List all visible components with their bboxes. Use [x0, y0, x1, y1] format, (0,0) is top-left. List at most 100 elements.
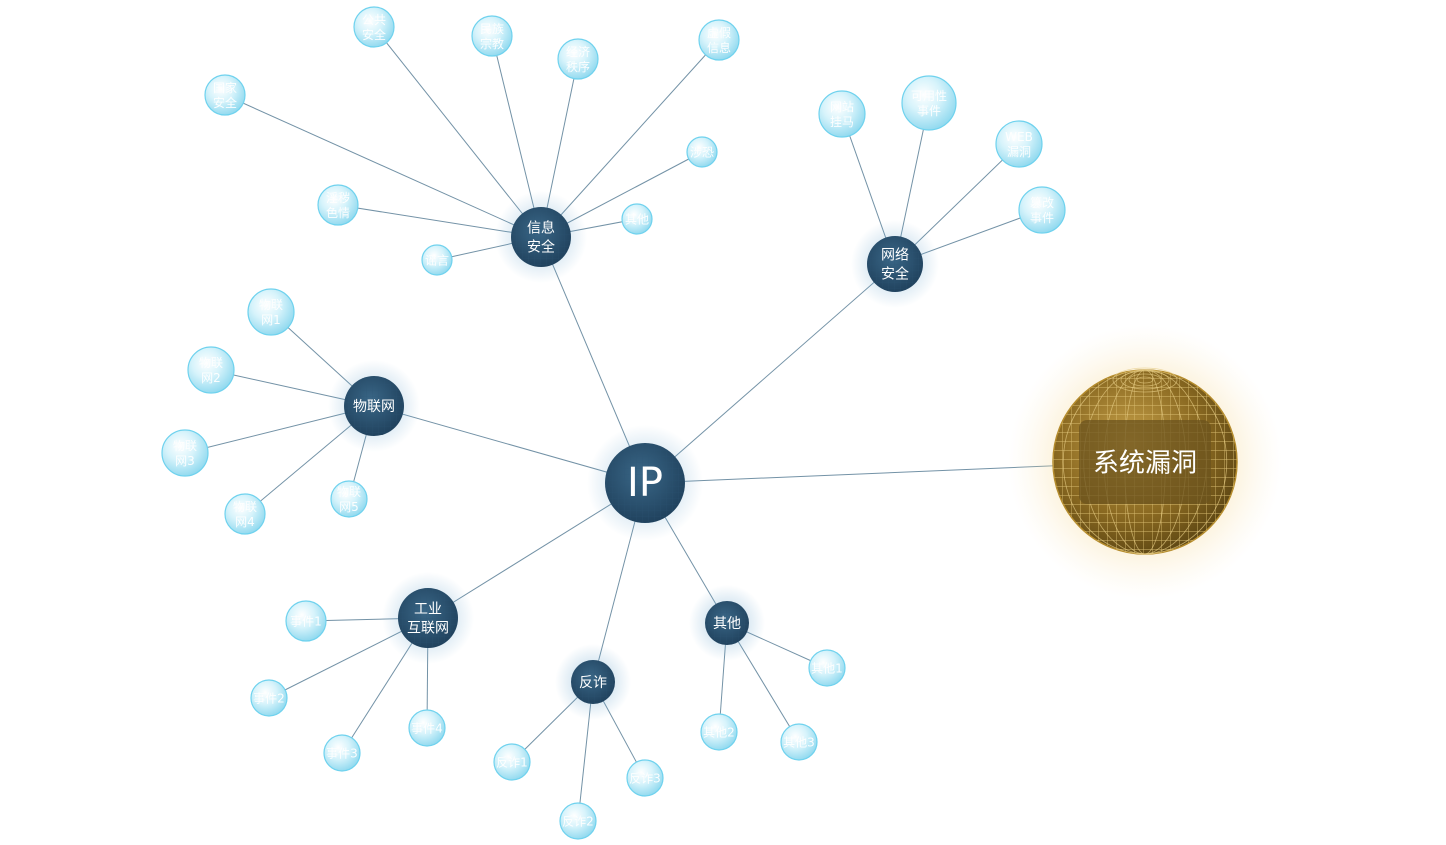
leaf-node[interactable]: 其他1	[808, 649, 846, 687]
leaf-circle	[323, 734, 361, 772]
leaf-label: 安全	[362, 27, 386, 42]
target-label-bg	[1079, 420, 1211, 504]
hub-node-fraud[interactable]: 反诈	[555, 644, 631, 720]
leaf-node[interactable]: 反诈3	[626, 759, 664, 797]
leaf-circle	[626, 759, 664, 797]
leaf-node[interactable]: 其他	[621, 203, 653, 235]
hub-mesh	[867, 236, 923, 292]
leaf-circle	[285, 600, 327, 642]
leaf-label: 反诈1	[496, 756, 528, 770]
leaf-label: 事件	[917, 104, 941, 118]
leaf-label: WEB	[1005, 130, 1033, 144]
target-pole-ring	[1136, 376, 1154, 384]
leaf-label: 秩序	[566, 59, 590, 74]
leaf-circle	[698, 19, 740, 61]
leaf-label: 物联	[173, 439, 197, 453]
leaf-label: 事件2	[253, 692, 285, 706]
target-pole-ring	[1112, 367, 1178, 393]
leaf-label: 国家	[213, 80, 237, 95]
leaf-circle	[408, 709, 446, 747]
hub-mesh	[571, 660, 615, 704]
leaf-label: 信息	[707, 40, 731, 55]
leaf-label: 网2	[201, 371, 221, 385]
leaf-circle	[247, 288, 295, 336]
hub-label: 网络	[881, 248, 909, 264]
target-label: 系统漏洞	[1093, 449, 1197, 479]
leaf-circle	[161, 429, 209, 477]
leaf-circle	[187, 346, 235, 394]
leaf-label: 物联	[233, 500, 257, 514]
leaf-circle	[559, 802, 597, 840]
leaf-circle	[204, 74, 246, 116]
leaf-node[interactable]: 谣言	[421, 244, 453, 276]
hub-label: 信息	[527, 220, 555, 237]
leaf-label: 网3	[175, 454, 195, 468]
leaf-circle	[808, 649, 846, 687]
leaf-label: 事件3	[326, 747, 358, 761]
leaf-circle	[493, 743, 531, 781]
leaf-node[interactable]: 其他2	[700, 713, 738, 751]
leaf-label: 经济	[566, 44, 590, 59]
leaf-circle	[818, 90, 866, 138]
target-pole-ring	[1128, 373, 1162, 387]
leaf-label: 其他3	[783, 736, 815, 750]
leaf-node[interactable]: 反诈1	[493, 743, 531, 781]
hub-label: 其他	[713, 616, 741, 632]
leaf-label: 其他1	[811, 662, 843, 676]
leaf-label: 事件1	[290, 615, 322, 629]
root-label: IP	[627, 460, 663, 506]
edge-info-leaf	[224, 94, 542, 238]
target-pole-ring	[1120, 370, 1170, 390]
leaf-label: 可用性	[911, 89, 947, 103]
leaf-node[interactable]: 事件4	[408, 709, 446, 747]
leaf-label: 虚假	[707, 26, 731, 40]
leaf-label: 其他2	[703, 726, 735, 740]
leaf-circle	[421, 244, 453, 276]
hub-label: 安全	[527, 239, 555, 256]
leaf-node[interactable]: 事件1	[285, 600, 327, 642]
target-node[interactable]: 系统漏洞	[1008, 325, 1282, 599]
leaf-circle	[330, 480, 368, 518]
leaf-label: 其他	[625, 213, 649, 227]
leaf-circle	[780, 723, 818, 761]
leaf-label: 网1	[261, 313, 281, 327]
root-node[interactable]: IP	[587, 425, 703, 541]
leaf-node[interactable]: 其他3	[780, 723, 818, 761]
leaf-node[interactable]: 事件3	[323, 734, 361, 772]
hub-label: 安全	[881, 266, 909, 283]
leaf-label: 物联	[259, 298, 283, 312]
hub-node-iot[interactable]: 物联网	[328, 360, 420, 452]
leaf-node[interactable]: 反诈2	[559, 802, 597, 840]
leaf-node[interactable]: 涉恐	[686, 136, 718, 168]
leaf-label: 公共	[362, 13, 386, 27]
hub-mesh	[344, 376, 404, 436]
hub-label: 工业	[414, 602, 442, 618]
leaf-label: 谣言	[425, 254, 449, 268]
leaf-label: 物联	[199, 356, 223, 370]
leaf-circle	[224, 493, 266, 535]
hub-mesh	[705, 601, 749, 645]
hub-node-other[interactable]: 其他	[689, 585, 765, 661]
leaf-node[interactable]: 事件2	[250, 679, 288, 717]
target-meridian	[1062, 369, 1228, 555]
